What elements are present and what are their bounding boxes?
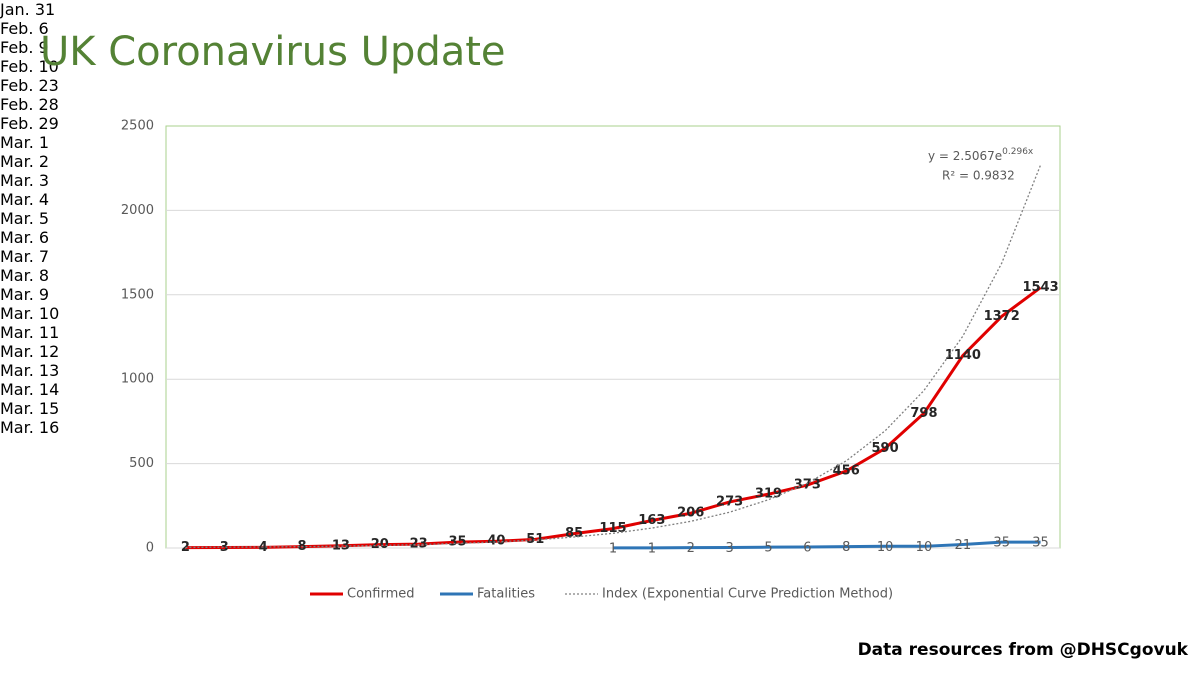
x-tick-label: Mar. 2: [0, 152, 50, 171]
x-tick-label: Mar. 1: [0, 133, 50, 152]
x-tick-label: Mar. 8: [0, 266, 50, 285]
data-label: 373: [794, 478, 821, 493]
x-tick-label: Mar. 6: [0, 228, 50, 247]
y-tick-label: 2000: [121, 203, 154, 218]
data-label: 319: [755, 487, 782, 502]
series-line: [185, 164, 1042, 549]
data-label: 6: [803, 540, 811, 555]
x-tick-label: Feb. 9: [0, 38, 49, 57]
data-label: 590: [872, 441, 899, 456]
x-tick-label: Mar. 11: [0, 323, 60, 342]
equation-exponent: 0.296x: [1002, 147, 1034, 157]
series-line: [613, 540, 1041, 550]
x-tick-label: Jan. 31: [0, 0, 56, 19]
data-label: 163: [638, 513, 665, 528]
data-label: 456: [833, 464, 860, 479]
plot-border: [165, 125, 1061, 549]
data-label: 40: [487, 534, 505, 549]
x-tick-label: Feb. 23: [0, 76, 59, 95]
legend-label: Fatalities: [477, 587, 535, 602]
series-line: [185, 286, 1042, 550]
data-label: 5: [764, 541, 772, 556]
y-tick-label: 1500: [121, 287, 154, 302]
x-tick-label: Mar. 12: [0, 342, 60, 361]
data-label: 1: [609, 541, 617, 556]
y-tick-label: 1000: [121, 372, 154, 387]
chart-title: UK Coronavirus Update: [40, 29, 506, 75]
x-tick-label: Feb. 28: [0, 95, 59, 114]
data-label: 3: [725, 541, 733, 556]
x-tick-label: Mar. 7: [0, 247, 50, 266]
trend-equation: y = 2.5067e0.296x: [928, 147, 1034, 163]
x-tick-label: Mar. 13: [0, 361, 60, 380]
data-label: 115: [599, 521, 626, 536]
data-label: 35: [1032, 536, 1049, 551]
x-tick-label: Feb. 29: [0, 114, 59, 133]
equation-base: y = 2.5067e: [928, 149, 1002, 163]
x-tick-label: Feb. 6: [0, 19, 49, 38]
data-label: 35: [993, 536, 1010, 551]
x-tick-label: Feb. 10: [0, 57, 59, 76]
x-tick-label: Mar. 9: [0, 285, 50, 304]
data-label: 8: [842, 540, 850, 555]
data-label: 21: [955, 538, 972, 553]
data-label: 1372: [984, 309, 1020, 324]
data-label: 10: [916, 540, 933, 555]
data-label: 10: [877, 540, 894, 555]
data-label: 273: [716, 494, 743, 509]
source-note: Data resources from @DHSCgovuk: [858, 640, 1189, 660]
legend-label: Index (Exponential Curve Prediction Meth…: [602, 587, 893, 602]
data-label: 20: [371, 537, 389, 552]
legend-label: Confirmed: [347, 587, 415, 602]
r-squared: R² = 0.9832: [942, 169, 1015, 183]
x-tick-label: Mar. 3: [0, 171, 50, 190]
x-tick-label: Mar. 16: [0, 418, 60, 437]
x-tick-label: Mar. 14: [0, 380, 60, 399]
data-label: 2: [687, 541, 695, 556]
data-label: 2: [181, 540, 190, 555]
x-tick-label: Mar. 15: [0, 399, 60, 418]
x-tick-label: Mar. 4: [0, 190, 50, 209]
y-tick-label: 500: [129, 456, 154, 471]
x-tick-label: Mar. 5: [0, 209, 50, 228]
data-label: 13: [332, 538, 350, 553]
data-label: 35: [448, 535, 466, 550]
data-label: 206: [677, 506, 704, 521]
data-label: 3: [220, 540, 229, 555]
data-label: 1: [648, 541, 656, 556]
data-label: 1140: [945, 348, 981, 363]
x-tick-label: Mar. 10: [0, 304, 60, 323]
data-label: 1543: [1022, 280, 1058, 295]
y-tick-label: 2500: [121, 119, 154, 134]
data-label: 798: [910, 406, 937, 421]
y-tick-label: 0: [146, 541, 154, 556]
data-label: 85: [565, 526, 583, 541]
